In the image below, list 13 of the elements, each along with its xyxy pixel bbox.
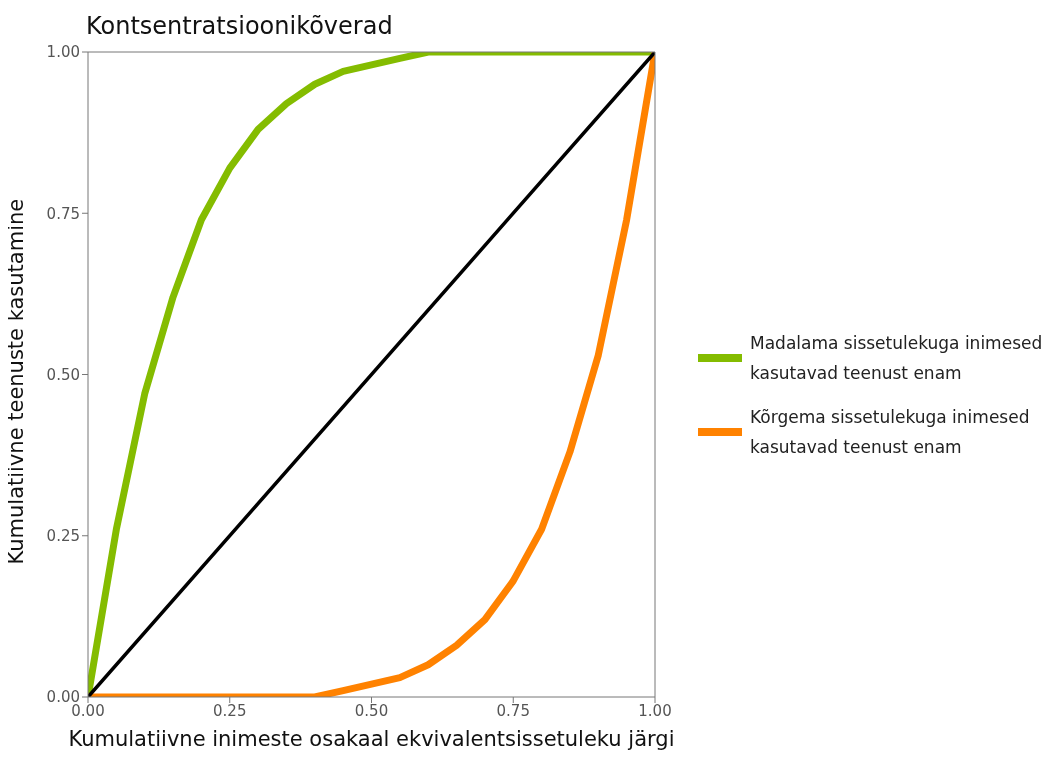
legend-label: Kõrgema sissetulekuga inimesed kasutavad teenust enam [750, 406, 1030, 459]
x-tick-label: 1.00 [638, 701, 672, 720]
x-tick-label: 0.75 [496, 701, 530, 720]
y-tick-label: 0.50 [46, 365, 80, 384]
y-tick-label: 0.25 [46, 527, 80, 546]
legend-label: Madalama sissetulekuga inimesed kasutavad teenust enam [750, 332, 1043, 385]
chart-title: Kontsentratsioonikõverad [86, 12, 393, 40]
x-tick-label: 0.25 [213, 701, 247, 720]
y-axis-title: Kumulatiivne teenuste kasutamine [4, 198, 29, 565]
x-tick-label: 0.50 [354, 701, 389, 720]
y-tick-label: 0.75 [46, 204, 80, 223]
y-tick-label: 1.00 [46, 43, 80, 62]
x-axis-title: Kumulatiivne inimeste osakaal ekvivalentsissetuleku järgi [68, 727, 675, 751]
